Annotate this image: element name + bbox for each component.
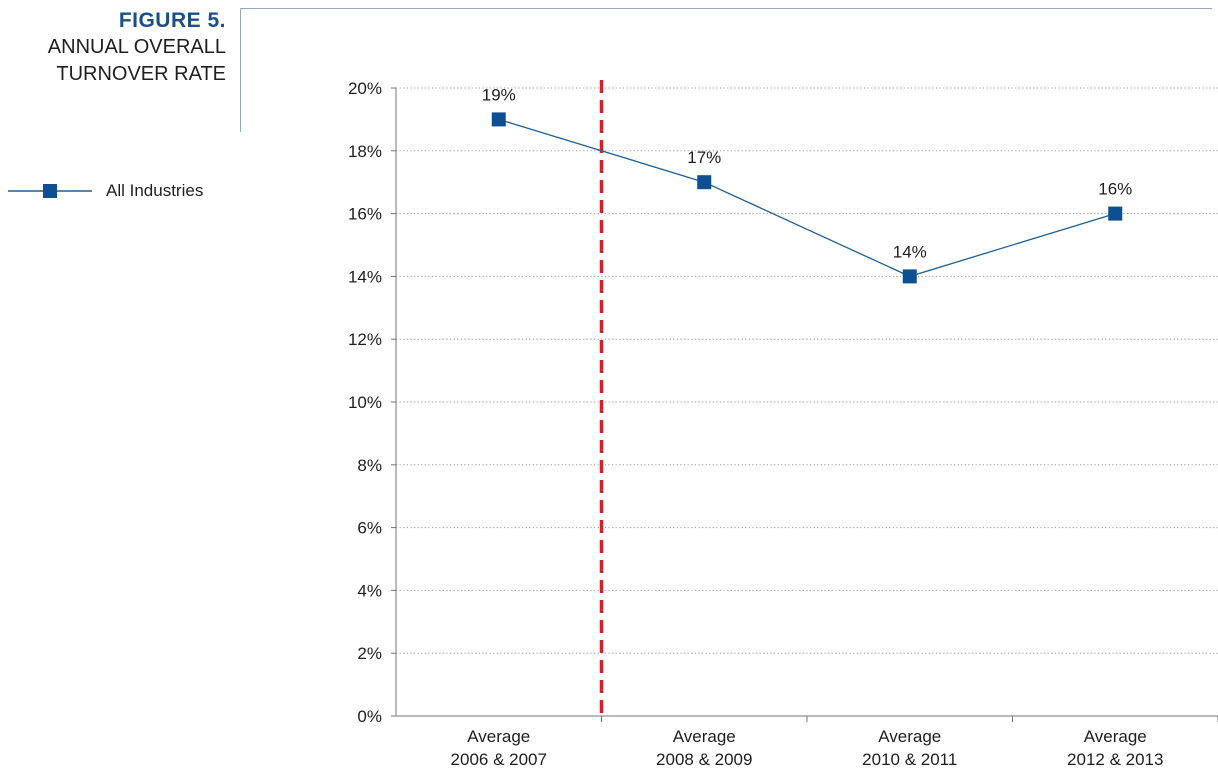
x-tick-label-2-line-0: Average xyxy=(878,727,941,746)
frame-left-border xyxy=(240,8,241,132)
x-tick-label-2-line-1: 2010 & 2011 xyxy=(862,750,957,769)
x-tick-label-1-line-1: 2008 & 2009 xyxy=(656,750,752,769)
x-tick-label-3-line-1: 2012 & 2013 xyxy=(1067,750,1163,769)
figure-label: FIGURE 5. xyxy=(118,9,226,32)
series-layer xyxy=(491,112,1123,284)
x-tick-label-1-line-0: Average xyxy=(673,727,736,746)
data-label-1: 17% xyxy=(687,148,721,167)
data-label-2: 14% xyxy=(893,242,927,261)
y-tick-label-0: 0% xyxy=(357,707,382,726)
series-line-0 xyxy=(498,118,1116,278)
x-tick-label-0-line-0: Average xyxy=(467,727,530,746)
chart-legend: All Industries xyxy=(8,178,203,204)
grid-layer xyxy=(396,87,1218,654)
y-tick-label-18: 18% xyxy=(348,142,382,161)
x-tick-label-3-line-0: Average xyxy=(1084,727,1147,746)
y-tick-label-16: 16% xyxy=(348,205,382,224)
legend-label-all-industries: All Industries xyxy=(106,181,204,200)
y-tick-label-12: 12% xyxy=(348,330,382,349)
x-tick-label-0-line-1: 2006 & 2007 xyxy=(451,750,547,769)
label-layer: 19% 17% 14% 16% xyxy=(482,85,1133,261)
figure-title-line-1: ANNUAL OVERALL xyxy=(47,36,226,58)
y-tick-label-10: 10% xyxy=(348,393,382,412)
y-tick-label-4: 4% xyxy=(357,581,382,600)
legend-line-marker-icon xyxy=(8,184,92,198)
y-tick-label-14: 14% xyxy=(348,267,382,286)
axis-layer: 0% 2% 4% 6% 8% 10% 12% 14% 16% 18% 20% Average 2006 … xyxy=(348,79,1218,769)
legend-square-marker xyxy=(43,184,57,198)
data-point-3 xyxy=(1108,206,1123,221)
y-tick-label-6: 6% xyxy=(357,519,382,538)
figure-title-block: FIGURE 5. ANNUAL OVERALL TURNOVER RATE xyxy=(0,8,226,88)
data-point-2 xyxy=(902,269,917,284)
y-tick-label-2: 2% xyxy=(357,644,382,663)
data-label-3: 16% xyxy=(1098,180,1132,199)
frame-top-border xyxy=(240,8,1212,9)
y-tick-label-8: 8% xyxy=(357,456,382,475)
figure-title-line-2: TURNOVER RATE xyxy=(56,63,226,85)
data-point-0 xyxy=(491,112,506,127)
data-label-0: 19% xyxy=(482,85,516,104)
data-point-1 xyxy=(697,175,712,190)
y-tick-label-20: 20% xyxy=(348,79,382,98)
